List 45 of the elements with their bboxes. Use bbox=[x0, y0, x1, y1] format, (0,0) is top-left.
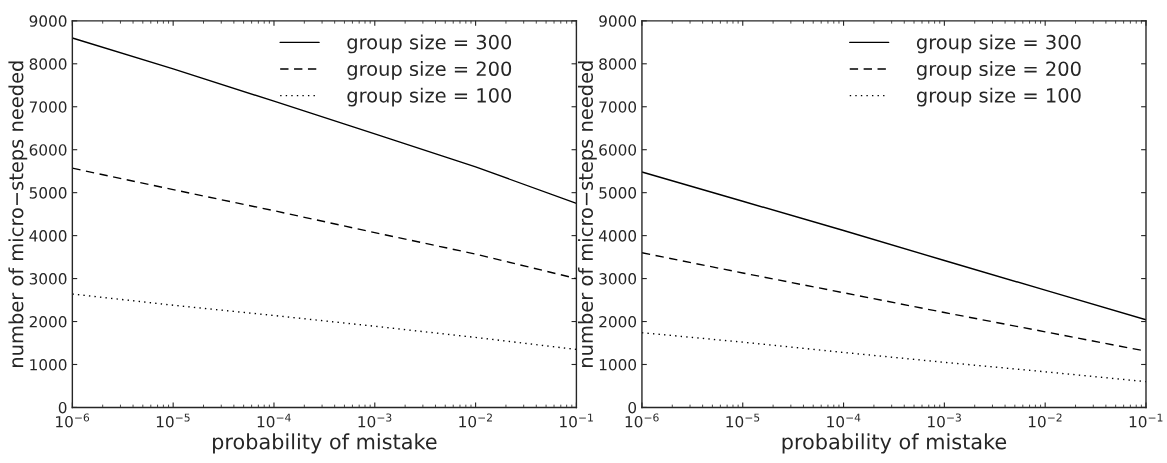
y-tick-label: 1000 bbox=[599, 358, 637, 371]
y-tick-label: 0 bbox=[58, 401, 67, 414]
x-tick-label: 10$^{−3}$ bbox=[358, 413, 392, 428]
legend-label: group size = 300 bbox=[916, 34, 1081, 54]
y-tick-label: 4000 bbox=[29, 230, 67, 242]
y-axis-title: number of micro−steps needed bbox=[577, 61, 597, 367]
y-tick-label: 5000 bbox=[29, 187, 67, 199]
y-tick-label: 1000 bbox=[30, 358, 67, 371]
x-tick-label: 10$^{−6}$ bbox=[56, 413, 90, 428]
x-tick-label: 10$^{−2}$ bbox=[1028, 413, 1062, 428]
y-tick-label: 4000 bbox=[598, 230, 637, 242]
y-tick-label: 9000 bbox=[599, 15, 637, 27]
x-axis-title: probability of mistake bbox=[213, 433, 437, 454]
y-tick-label: 3000 bbox=[599, 273, 637, 285]
y-tick-label: 6000 bbox=[29, 144, 67, 156]
x-tick-label: 10$^{−6}$ bbox=[625, 413, 659, 428]
y-tick-label: 8000 bbox=[29, 58, 67, 70]
y-tick-label: 3000 bbox=[29, 273, 67, 285]
legend-label: group size = 200 bbox=[347, 61, 512, 80]
x-tick-label: 10$^{−5}$ bbox=[156, 413, 190, 428]
legend-label: group size = 100 bbox=[347, 87, 512, 107]
x-tick-label: 10$^{−3}$ bbox=[928, 413, 961, 428]
y-tick-label: 9000 bbox=[29, 15, 67, 27]
y-tick-label: 2000 bbox=[599, 315, 637, 328]
y-tick-label: 0 bbox=[628, 401, 637, 414]
x-tick-label: 10$^{−1}$ bbox=[1129, 413, 1163, 428]
legend-label: group size = 200 bbox=[916, 61, 1081, 80]
y-tick-label: 2000 bbox=[29, 315, 67, 328]
x-tick-label: 10$^{−4}$ bbox=[827, 413, 861, 428]
y-tick-label: 6000 bbox=[599, 144, 637, 156]
legend-label: group size = 300 bbox=[347, 34, 512, 54]
x-tick-label: 10$^{−1}$ bbox=[560, 413, 593, 428]
x-tick-label: 10$^{−2}$ bbox=[459, 413, 492, 428]
line-series bbox=[72, 167, 577, 280]
y-tick-label: 7000 bbox=[29, 101, 67, 113]
legend-label: group size = 100 bbox=[916, 87, 1081, 107]
y-axis-title: number of micro−steps needed bbox=[8, 61, 28, 367]
x-tick-label: 10$^{−5}$ bbox=[726, 413, 760, 428]
x-tick-label: 10$^{−4}$ bbox=[257, 413, 291, 428]
line-series bbox=[641, 171, 1146, 321]
y-tick-label: 5000 bbox=[599, 187, 637, 199]
y-tick-label: 8000 bbox=[599, 58, 637, 70]
line-series bbox=[72, 293, 577, 351]
x-axis-title: probability of mistake bbox=[782, 433, 1007, 454]
y-tick-label: 7000 bbox=[599, 101, 637, 113]
